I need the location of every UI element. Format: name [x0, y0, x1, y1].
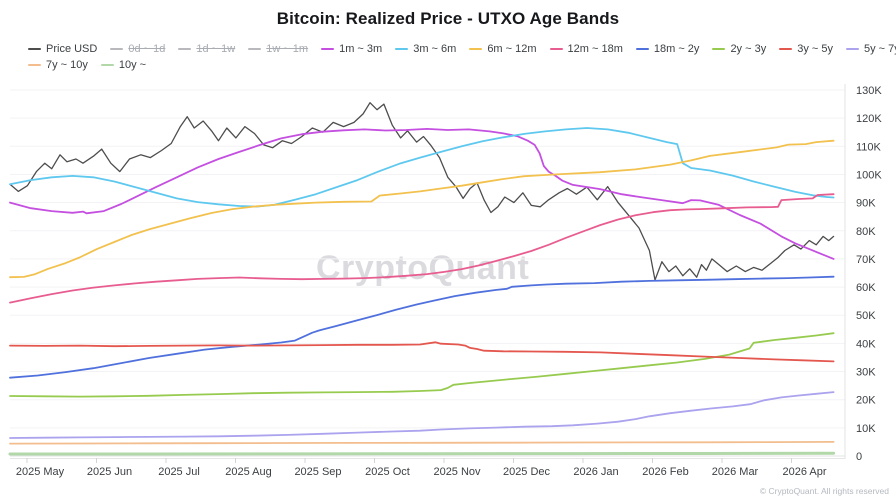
legend-label: 18m ~ 2y [653, 43, 700, 55]
legend-swatch [321, 48, 335, 50]
x-axis-label: 2025 Dec [503, 466, 551, 478]
x-axis-label: 2026 Apr [782, 466, 826, 478]
y-axis-label: 90K [856, 198, 876, 210]
legend-item-10y[interactable]: 10y ~ [100, 57, 147, 73]
legend-label: 1m ~ 3m [339, 43, 383, 55]
series-line-3y-5y [9, 341, 835, 363]
legend-swatch [248, 48, 262, 50]
legend-label: 5y ~ 7y [864, 43, 896, 55]
legend-label: 1d ~ 1w [196, 43, 236, 55]
x-axis-label: 2025 Oct [365, 466, 410, 478]
y-axis-label: 80K [856, 226, 876, 238]
x-axis-label: 2025 May [16, 466, 65, 478]
y-axis-label: 120K [856, 113, 882, 125]
legend-label: Price USD [46, 43, 98, 55]
y-axis-label: 70K [856, 254, 876, 266]
y-axis-label: 60K [856, 282, 876, 294]
legend-item-3y-5y[interactable]: 3y ~ 5y [779, 41, 833, 57]
legend-label: 7y ~ 10y [46, 59, 88, 71]
x-axis-label: 2026 Feb [642, 466, 688, 478]
legend-item-6m-12m[interactable]: 6m ~ 12m [469, 41, 537, 57]
legend: Price USD 0d ~ 1d 1d ~ 1w 1w ~ 1m 1m ~ 3m 3m … [28, 41, 896, 73]
legend-swatch [178, 48, 192, 50]
legend-swatch [549, 48, 563, 50]
y-axis-label: 40K [856, 338, 876, 350]
x-axis-label: 2025 Nov [433, 466, 481, 478]
legend-swatch [635, 48, 649, 50]
series-line-price-usd [9, 102, 835, 281]
series-line-18m-2y [9, 275, 835, 379]
legend-swatch [395, 48, 409, 50]
legend-label: 12m ~ 18m [567, 43, 623, 55]
legend-item-1m-3m[interactable]: 1m ~ 3m [321, 41, 382, 57]
series-line-3m-6m [9, 127, 835, 208]
legend-label: 0d ~ 1d [128, 43, 166, 55]
y-axis-label: 20K [856, 395, 876, 407]
chart-title: Bitcoin: Realized Price - UTXO Age Bands [276, 9, 620, 28]
legend-item-5y-7y[interactable]: 5y ~ 7y [846, 41, 896, 57]
x-axis-label: 2025 Jul [158, 466, 200, 478]
series-line-12m-18m [9, 193, 835, 304]
series-line-7y-10y [9, 440, 835, 445]
x-axis-label: 2026 Jan [573, 466, 618, 478]
series-line-10y [8, 451, 836, 456]
copyright: © CryptoQuant. All rights reserved [759, 486, 889, 496]
legend-item-0d-1d[interactable]: 0d ~ 1d [110, 41, 165, 57]
legend-swatch [779, 48, 793, 50]
legend-item-3m-6m[interactable]: 3m ~ 6m [395, 41, 456, 57]
y-axis-label: 50K [856, 310, 876, 322]
x-axis-label: 2026 Mar [712, 466, 759, 478]
legend-label: 3y ~ 5y [797, 43, 833, 55]
x-axis-label: 2025 Sep [294, 466, 341, 478]
x-axis-label: 2025 Jun [87, 466, 132, 478]
legend-swatch [469, 48, 483, 50]
y-axis-label: 100K [856, 169, 882, 181]
legend-swatch [28, 48, 41, 50]
legend-row: 7y ~ 10y 10y ~ [28, 57, 888, 73]
legend-item-price-usd[interactable]: Price USD [28, 41, 97, 57]
legend-label: 6m ~ 12m [487, 43, 537, 55]
legend-item-1d-1w[interactable]: 1d ~ 1w [178, 41, 235, 57]
legend-item-18m-2y[interactable]: 18m ~ 2y [635, 41, 700, 57]
legend-swatch [846, 48, 859, 50]
legend-swatch [712, 48, 726, 50]
legend-item-7y-10y[interactable]: 7y ~ 10y [28, 57, 88, 73]
legend-item-2y-3y[interactable]: 2y ~ 3y [712, 41, 766, 57]
legend-label: 10y ~ [118, 59, 147, 71]
legend-item-1w-1m[interactable]: 1w ~ 1m [248, 41, 308, 57]
legend-swatch [110, 48, 124, 50]
y-axis-label: 30K [856, 367, 876, 379]
legend-item-12m-18m[interactable]: 12m ~ 18m [549, 41, 623, 57]
watermark: CryptoQuant [316, 249, 530, 287]
series-line-2y-3y [9, 332, 835, 398]
x-axis-label: 2025 Aug [225, 466, 272, 478]
y-axis-label: 10K [856, 423, 876, 435]
legend-swatch [100, 64, 114, 66]
legend-swatch [28, 64, 41, 66]
series-line-1m-3m [9, 127, 835, 260]
legend-label: 2y ~ 3y [730, 43, 767, 55]
legend-label: 3m ~ 6m [413, 43, 457, 55]
y-axis-label: 110K [856, 141, 882, 153]
legend-row: Price USD 0d ~ 1d 1d ~ 1w 1w ~ 1m 1m ~ 3m 3m … [28, 41, 896, 57]
y-axis-label: 0 [856, 451, 862, 463]
y-axis-label: 130K [856, 85, 882, 97]
legend-label: 1w ~ 1m [266, 43, 309, 55]
series-line-6m-12m [9, 139, 835, 279]
series-line-5y-7y [9, 391, 835, 439]
